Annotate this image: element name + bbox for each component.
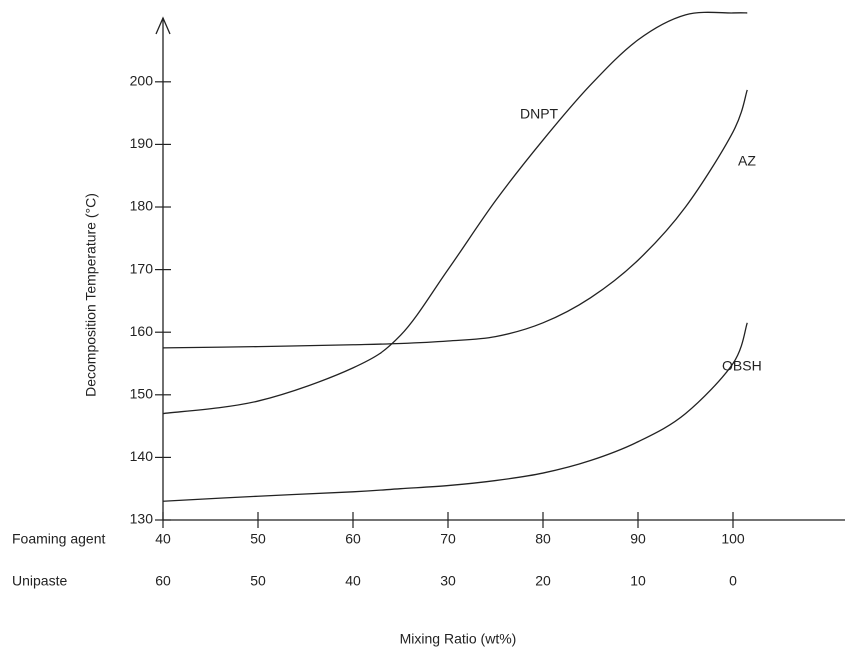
x2-tick-label: 50 [250, 573, 266, 589]
x2-tick-label: 20 [535, 573, 551, 589]
curve-label: OBSH [722, 358, 762, 374]
x2-row-label: Unipaste [12, 573, 67, 589]
y-tick-label: 140 [130, 448, 154, 464]
x2-tick-label: 40 [345, 573, 361, 589]
curve-label: DNPT [520, 106, 559, 122]
x-tick-label: 80 [535, 531, 551, 547]
x-tick-label: 100 [721, 531, 745, 547]
x-tick-label: 60 [345, 531, 361, 547]
y-tick-label: 190 [130, 135, 154, 151]
x-tick-label: 40 [155, 531, 171, 547]
curve [163, 90, 747, 348]
y-tick-label: 180 [130, 198, 154, 214]
x-axis-label: Mixing Ratio (wt%) [400, 631, 517, 647]
x-tick-label: 90 [630, 531, 646, 547]
curve [163, 12, 747, 413]
curve [163, 323, 747, 501]
y-tick-label: 130 [130, 511, 154, 527]
x-row-label: Foaming agent [12, 531, 106, 547]
y-tick-label: 160 [130, 323, 154, 339]
y-tick-label: 200 [130, 73, 154, 89]
chart: Decomposition Temperature (°C) Mixing Ra… [0, 0, 853, 655]
x2-tick-label: 60 [155, 573, 171, 589]
x2-tick-label: 0 [729, 573, 737, 589]
x2-tick-label: 30 [440, 573, 456, 589]
x-tick-label: 70 [440, 531, 456, 547]
curve-label: AZ [738, 153, 756, 169]
y-tick-label: 170 [130, 260, 154, 276]
y-axis-label: Decomposition Temperature (°C) [83, 193, 99, 397]
y-tick-label: 150 [130, 386, 154, 402]
x-tick-label: 50 [250, 531, 266, 547]
x2-tick-label: 10 [630, 573, 646, 589]
